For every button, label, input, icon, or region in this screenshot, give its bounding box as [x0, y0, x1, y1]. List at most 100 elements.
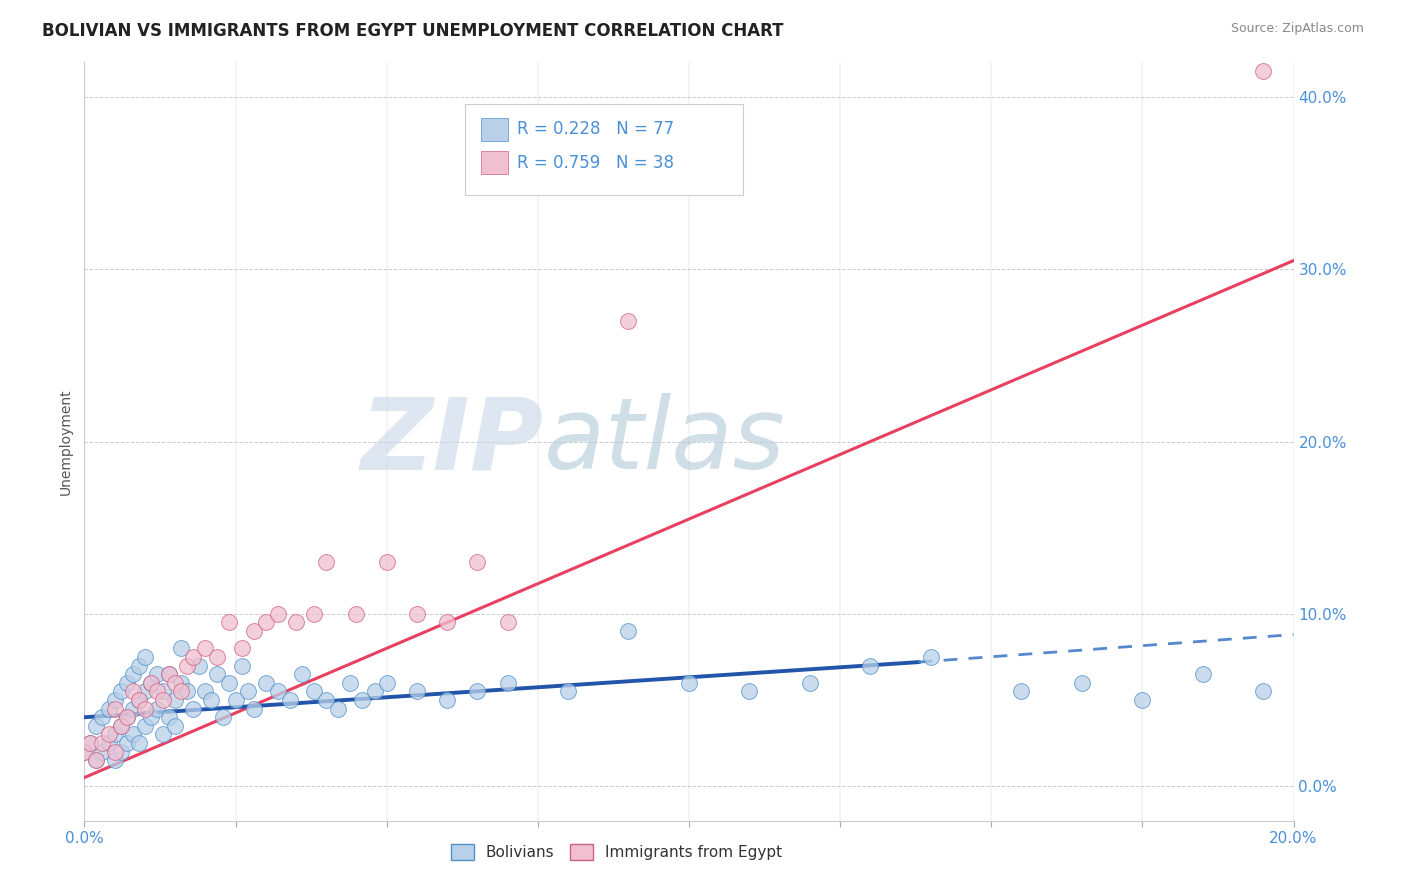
Point — [86, 753, 108, 767]
Point — [302, 684, 325, 698]
Point — [278, 693, 301, 707]
Point — [121, 684, 143, 698]
Point — [194, 641, 217, 656]
Point — [375, 555, 398, 569]
Point — [104, 701, 127, 715]
Point — [291, 667, 314, 681]
Point — [134, 719, 156, 733]
Point — [139, 675, 162, 690]
Point — [267, 684, 290, 698]
Point — [496, 615, 519, 630]
Text: Source: ZipAtlas.com: Source: ZipAtlas.com — [1230, 22, 1364, 36]
Point — [134, 701, 156, 715]
Point — [346, 607, 368, 621]
FancyBboxPatch shape — [465, 104, 744, 195]
Point — [121, 667, 143, 681]
Point — [86, 753, 108, 767]
Point — [115, 710, 138, 724]
Point — [157, 667, 180, 681]
Point — [218, 615, 240, 630]
Point — [176, 684, 198, 698]
Point — [207, 667, 229, 681]
Point — [218, 675, 240, 690]
Point — [496, 675, 519, 690]
Point — [363, 684, 385, 698]
Point — [254, 615, 277, 630]
Point — [181, 649, 204, 664]
Point — [146, 701, 169, 715]
Point — [110, 745, 132, 759]
Point — [315, 555, 337, 569]
Point — [157, 667, 180, 681]
Point — [104, 753, 127, 767]
Point — [91, 710, 114, 724]
Point — [110, 719, 132, 733]
Point — [152, 684, 174, 698]
Point — [121, 701, 143, 715]
Point — [139, 710, 162, 724]
Text: BOLIVIAN VS IMMIGRANTS FROM EGYPT UNEMPLOYMENT CORRELATION CHART: BOLIVIAN VS IMMIGRANTS FROM EGYPT UNEMPL… — [42, 22, 783, 40]
Point — [200, 693, 222, 707]
Point — [170, 684, 193, 698]
Point — [617, 624, 640, 639]
Point — [406, 607, 429, 621]
Point — [352, 693, 374, 707]
Point — [617, 314, 640, 328]
Point — [207, 649, 229, 664]
Point — [86, 719, 108, 733]
Point — [315, 693, 337, 707]
Point — [128, 693, 150, 707]
Text: R = 0.228   N = 77: R = 0.228 N = 77 — [517, 120, 675, 138]
Point — [236, 684, 259, 698]
Point — [467, 555, 489, 569]
Point — [165, 675, 187, 690]
Point — [738, 684, 761, 698]
Point — [375, 675, 398, 690]
Text: R = 0.759   N = 38: R = 0.759 N = 38 — [517, 153, 675, 171]
Point — [91, 736, 114, 750]
Point — [79, 736, 101, 750]
Point — [859, 658, 882, 673]
Point — [1253, 684, 1275, 698]
Point — [557, 684, 579, 698]
Point — [110, 684, 132, 698]
Point — [97, 727, 120, 741]
Point — [231, 658, 253, 673]
Point — [134, 649, 156, 664]
Point — [231, 641, 253, 656]
Point — [79, 736, 101, 750]
Point — [1192, 667, 1215, 681]
Point — [225, 693, 247, 707]
Point — [128, 736, 150, 750]
Point — [170, 641, 193, 656]
Point — [1253, 64, 1275, 78]
Point — [254, 675, 277, 690]
Point — [678, 675, 700, 690]
FancyBboxPatch shape — [481, 151, 508, 174]
Y-axis label: Unemployment: Unemployment — [59, 388, 73, 495]
Text: ZIP: ZIP — [361, 393, 544, 490]
Point — [1130, 693, 1153, 707]
Point — [436, 693, 458, 707]
Point — [139, 675, 162, 690]
Point — [188, 658, 211, 673]
Point — [115, 675, 138, 690]
Point — [302, 607, 325, 621]
Point — [242, 701, 264, 715]
Point — [73, 745, 96, 759]
Point — [128, 693, 150, 707]
Point — [152, 727, 174, 741]
Point — [165, 693, 187, 707]
Point — [134, 684, 156, 698]
Point — [157, 710, 180, 724]
Point — [328, 701, 350, 715]
Point — [97, 701, 120, 715]
Point — [920, 649, 942, 664]
Point — [339, 675, 361, 690]
Point — [212, 710, 235, 724]
Point — [146, 684, 169, 698]
Point — [152, 693, 174, 707]
Point — [242, 624, 264, 639]
Point — [406, 684, 429, 698]
Point — [73, 745, 96, 759]
